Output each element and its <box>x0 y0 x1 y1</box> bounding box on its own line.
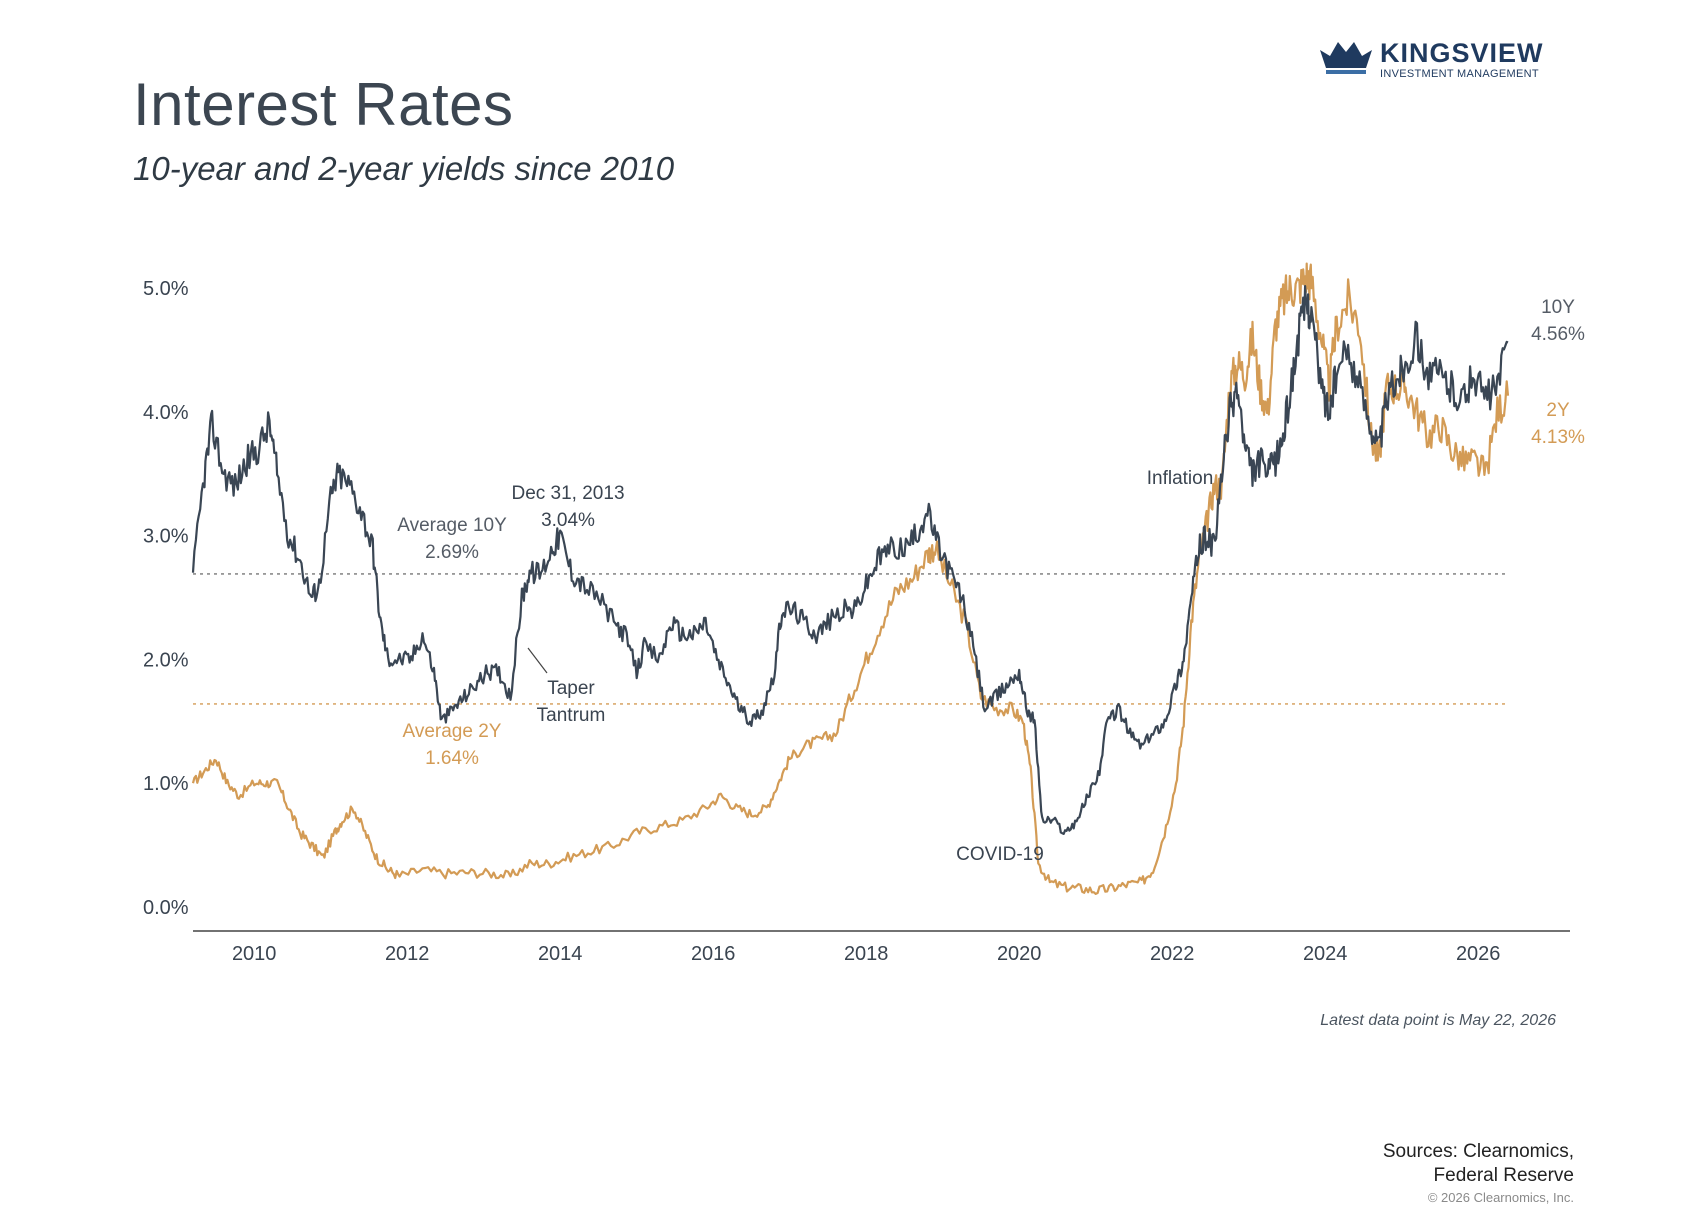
end-label-2y-name: 2Y <box>1546 400 1570 421</box>
sources: Sources: Clearnomics, Federal Reserve <box>1383 1140 1574 1188</box>
page-subtitle: 10-year and 2-year yields since 2010 <box>133 150 675 187</box>
x-axis: 2010 2012 2014 2016 2018 2020 2022 2024 2026 <box>193 930 1570 965</box>
end-label-10y-name: 10Y <box>1541 297 1575 318</box>
x-tick-label: 2012 <box>385 943 430 965</box>
x-tick-label: 2016 <box>691 943 736 965</box>
tantrum-label: Tantrum <box>537 705 606 726</box>
y-tick-label: 1.0% <box>143 773 189 795</box>
average-2y-value: 1.64% <box>425 748 479 769</box>
y-axis: 0.0% 1.0% 2.0% 3.0% 4.0% 5.0% <box>143 278 189 919</box>
logo-brand: KINGSVIEW <box>1380 38 1544 68</box>
kingsview-logo: KINGSVIEW INVESTMENT MANAGEMENT <box>1318 30 1548 90</box>
y-tick-label: 2.0% <box>143 649 189 671</box>
average-10y-label: Average 10Y <box>397 515 507 536</box>
x-tick-label: 2024 <box>1303 943 1348 965</box>
series-lines <box>191 262 1510 896</box>
copyright: © 2026 Clearnomics, Inc. <box>1427 1190 1574 1205</box>
taper-label: Taper <box>547 678 595 699</box>
y-tick-label: 0.0% <box>143 897 189 919</box>
x-tick-label: 2010 <box>232 943 277 965</box>
dec-2013-label: Dec 31, 2013 <box>511 483 624 504</box>
series-2y-line <box>191 262 1510 896</box>
latest-data-note: Latest data point is May 22, 2026 <box>1320 1012 1556 1029</box>
average-10y-value: 2.69% <box>425 542 479 563</box>
annotations: Average 10Y 2.69% Average 2Y 1.64% Dec 31, 2… <box>397 468 1213 865</box>
y-tick-label: 3.0% <box>143 526 189 548</box>
sources-line-1: Sources: Clearnomics, <box>1382 1141 1574 1162</box>
y-tick-label: 4.0% <box>143 402 189 424</box>
y-tick-label: 5.0% <box>143 278 189 300</box>
page-title: Interest Rates <box>133 71 514 138</box>
covid-label: COVID-19 <box>956 844 1044 865</box>
end-label-10y-value: 4.56% <box>1531 324 1585 345</box>
reference-lines <box>193 573 1509 705</box>
series-10y-line <box>191 285 1509 836</box>
x-tick-label: 2026 <box>1456 943 1501 965</box>
dec-2013-value: 3.04% <box>541 510 595 531</box>
taper-pointer <box>527 647 548 674</box>
x-tick-label: 2018 <box>844 943 889 965</box>
x-tick-label: 2014 <box>538 943 583 965</box>
average-2y-label: Average 2Y <box>403 721 502 742</box>
end-labels: 10Y 4.56% 2Y 4.13% <box>1531 297 1585 448</box>
x-tick-label: 2022 <box>1150 943 1195 965</box>
inflation-label: Inflation <box>1147 468 1214 489</box>
end-label-2y-value: 4.13% <box>1531 427 1585 448</box>
crown-icon <box>1320 42 1372 74</box>
sources-line-2: Federal Reserve <box>1433 1165 1574 1186</box>
logo-tagline: INVESTMENT MANAGEMENT <box>1380 68 1539 80</box>
x-tick-label: 2020 <box>997 943 1042 965</box>
